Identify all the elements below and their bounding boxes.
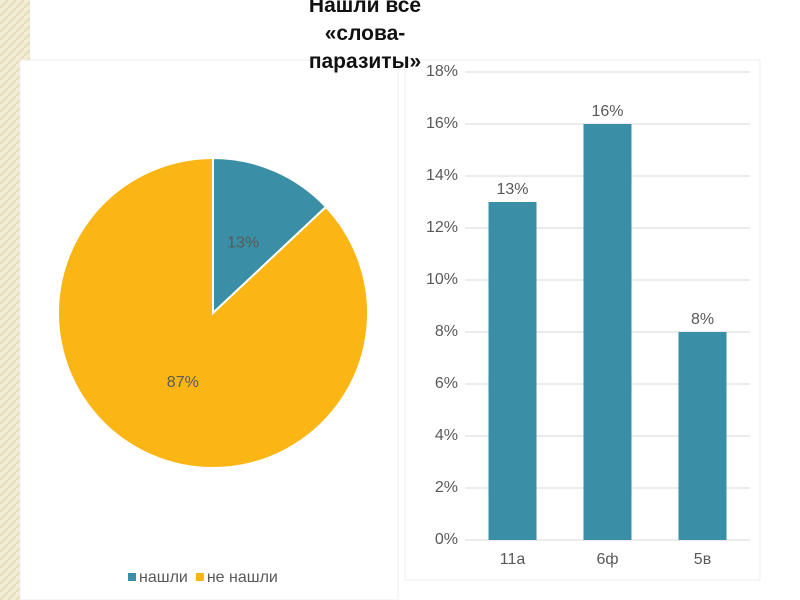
data-label: 87% <box>167 374 199 391</box>
data-label: 16% <box>591 103 623 120</box>
x-tick-label: 6ф <box>596 551 618 568</box>
data-label: 8% <box>691 311 714 328</box>
bar <box>488 202 537 540</box>
legend-swatch <box>128 573 136 581</box>
y-tick-label: 4% <box>435 427 458 444</box>
legend-label: не нашли <box>207 569 278 586</box>
data-label: 13% <box>227 234 259 251</box>
pie-slice <box>57 156 369 469</box>
y-tick-label: 6% <box>435 375 458 392</box>
bar <box>583 124 632 540</box>
data-label: 13% <box>496 181 528 198</box>
y-tick-label: 0% <box>435 531 458 548</box>
y-tick-label: 12% <box>426 219 458 236</box>
bar <box>678 332 727 540</box>
x-tick-label: 5в <box>694 551 711 568</box>
legend-label: нашли <box>139 569 188 586</box>
y-tick-label: 18% <box>426 63 458 80</box>
pie-slice <box>212 156 328 316</box>
y-tick-label: 8% <box>435 323 458 340</box>
slide-title: Нашли все «слова-паразиты» <box>308 0 422 73</box>
y-tick-label: 10% <box>426 271 458 288</box>
legend-swatch <box>195 573 204 581</box>
y-tick-label: 14% <box>426 167 458 184</box>
x-tick-label: 11а <box>500 551 526 568</box>
y-tick-label: 2% <box>435 479 458 496</box>
y-tick-label: 16% <box>426 115 458 132</box>
